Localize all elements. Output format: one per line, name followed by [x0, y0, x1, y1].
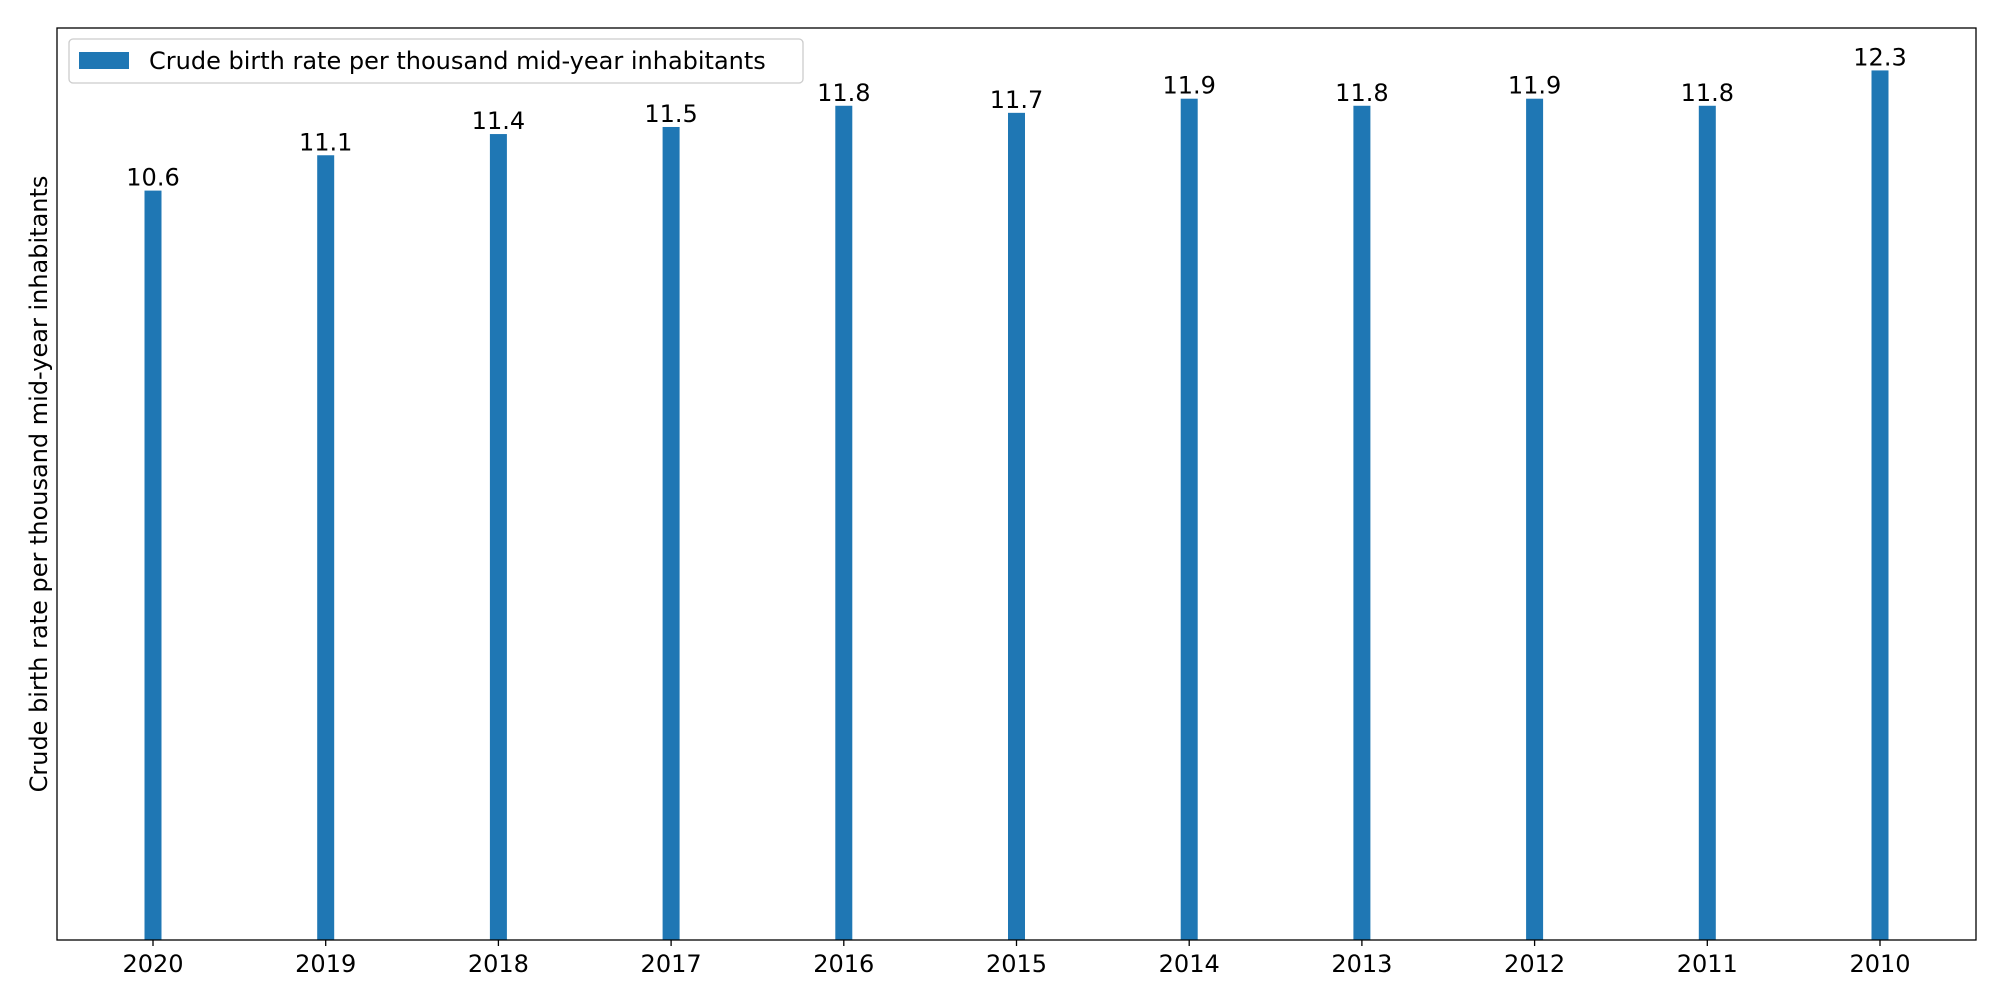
- data-label-2016: 11.8: [817, 79, 870, 107]
- bar-2011: [1698, 105, 1716, 940]
- x-tick-label-2018: 2018: [468, 950, 529, 978]
- bar-2016: [835, 105, 853, 940]
- x-tick-label-2016: 2016: [813, 950, 874, 978]
- data-label-2020: 10.6: [126, 164, 179, 192]
- legend-swatch: [79, 52, 129, 69]
- x-tick-label-2013: 2013: [1331, 950, 1392, 978]
- bar-2010: [1871, 70, 1889, 941]
- x-tick-label-2017: 2017: [641, 950, 702, 978]
- x-tick-label-2020: 2020: [122, 950, 183, 978]
- x-tick-label-2015: 2015: [986, 950, 1047, 978]
- data-label-2011: 11.8: [1681, 79, 1734, 107]
- bar-2019: [317, 155, 335, 940]
- data-label-2013: 11.8: [1335, 79, 1388, 107]
- data-labels-layer: 10.6 11.1 11.4 11.5 11.8 11.7 11.9 11.8 11.9 11.8…: [126, 43, 1906, 191]
- bar-2014: [1180, 98, 1198, 940]
- bar-2015: [1008, 112, 1025, 941]
- x-tick-label-2010: 2010: [1849, 950, 1910, 978]
- data-label-2019: 11.1: [299, 128, 352, 156]
- legend-label: Crude birth rate per thousand mid-year i…: [149, 47, 766, 75]
- data-label-2010: 12.3: [1853, 43, 1906, 71]
- data-label-2018: 11.4: [472, 107, 525, 135]
- x-tick-label-2012: 2012: [1504, 950, 1565, 978]
- bar-2017: [662, 126, 680, 941]
- bars-layer: [144, 70, 1889, 941]
- x-tick-label-2019: 2019: [295, 950, 356, 978]
- bar-2018: [489, 134, 507, 941]
- bar-2012: [1526, 98, 1544, 940]
- bar-2013: [1353, 105, 1371, 940]
- data-label-2014: 11.9: [1162, 72, 1215, 100]
- y-axis-title: Crude birth rate per thousand mid-year i…: [25, 176, 53, 793]
- data-label-2017: 11.5: [644, 100, 697, 128]
- x-axis-ticks: 2020 2019 2018 2017 2016 2015 2014 2013 2012 2011…: [122, 940, 1911, 978]
- legend-box: [68, 38, 804, 84]
- bar-2020: [144, 190, 162, 941]
- data-label-2015: 11.7: [990, 86, 1043, 114]
- x-tick-label-2011: 2011: [1677, 950, 1738, 978]
- data-label-2012: 11.9: [1508, 72, 1561, 100]
- x-tick-label-2014: 2014: [1159, 950, 1220, 978]
- legend: Crude birth rate per thousand mid-year i…: [68, 38, 804, 84]
